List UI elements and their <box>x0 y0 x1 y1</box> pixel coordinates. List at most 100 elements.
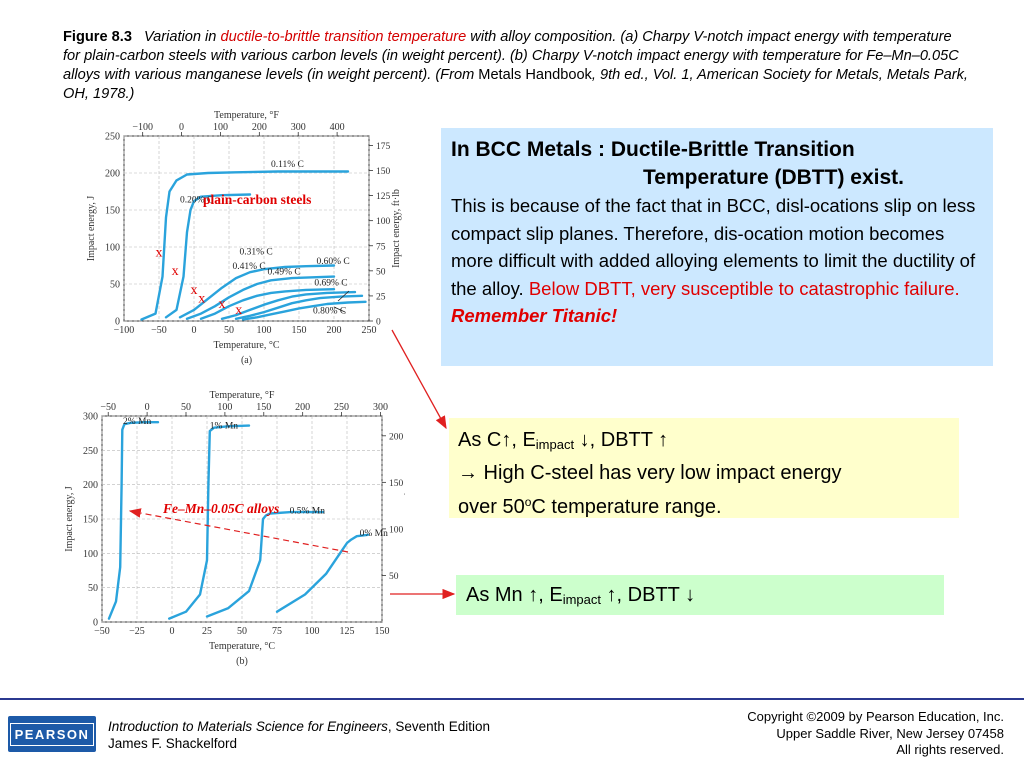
series-label: 0.49% C <box>268 267 301 277</box>
x-tick-label: 50 <box>237 626 247 637</box>
series-line <box>241 300 367 321</box>
x-marker: x <box>191 283 198 298</box>
copyright-line1: Copyright ©2009 by Pearson Education, In… <box>747 709 1004 724</box>
x-tick-label: 100 <box>257 325 272 336</box>
series-line <box>205 510 325 618</box>
top-tick-label: −50 <box>100 402 116 413</box>
x-tick-label: 200 <box>327 325 342 336</box>
series-label: 0.60% C <box>317 257 350 267</box>
y-tick-label: 300 <box>83 412 98 423</box>
manganese-effect-box: As Mn ↑, Eimpact ↑, DBTT ↓ <box>456 575 944 615</box>
y-axis-title: Impact energy, J <box>64 486 75 552</box>
x-tick-label: 0 <box>192 325 197 336</box>
mn-line-tail: ↑, DBTT ↓ <box>601 584 696 606</box>
x-marker: x <box>198 291 205 306</box>
carbon-line3-text: over 50 <box>458 496 525 518</box>
y-tick-label: 250 <box>105 132 120 143</box>
caption-source-rest: , 9th ed., Vol. 1, American Society for … <box>63 67 968 102</box>
series-line <box>107 421 160 620</box>
copyright: Copyright ©2009 by Pearson Education, In… <box>747 709 1004 759</box>
top-tick-label: 50 <box>181 402 191 413</box>
top-tick-label: 250 <box>334 402 349 413</box>
right-tick-label: 25 <box>376 292 386 302</box>
top-tick-label: 400 <box>330 122 345 133</box>
x-marker: x <box>235 303 242 318</box>
top-tick-label: 300 <box>373 402 388 413</box>
right-axis-title: Impact energy, ft·lb <box>391 189 402 268</box>
top-tick-label: 100 <box>217 402 232 413</box>
bcc-warning: Below DBTT, very susceptible to catastro… <box>528 277 960 299</box>
x-marker: x <box>156 245 163 260</box>
right-tick-label: 0 <box>376 318 381 328</box>
dbtt-trend-line <box>128 508 349 553</box>
right-tick-label: 50 <box>389 572 399 582</box>
caption-text-1: Variation in <box>143 29 221 45</box>
caption-highlight: ductile-to-brittle transition temperatur… <box>220 29 467 45</box>
x-axis-title: Temperature, °C <box>209 641 275 652</box>
x-tick-label: −100 <box>114 325 135 336</box>
bcc-explanation: This is because of the fact that in BCC,… <box>451 195 976 299</box>
series-line <box>234 294 364 320</box>
y-tick-label: 200 <box>105 169 120 180</box>
y-tick-label: 50 <box>110 280 120 291</box>
carbon-line1-text: As C↑, E <box>458 429 536 451</box>
series-label: 0.31% C <box>240 247 273 257</box>
bcc-body: This is because of the fact that in BCC,… <box>451 192 981 330</box>
top-tick-label: 0 <box>179 122 184 133</box>
series-label: 0.20% C <box>180 196 213 206</box>
carbon-effect-line1: As C↑, Eimpact ↓, DBTT ↑ <box>458 426 949 459</box>
top-axis-title: Temperature, °F <box>210 390 275 401</box>
x-axis-title: Temperature, °C <box>213 340 279 351</box>
x-marker: x <box>172 264 179 279</box>
pearson-logo: PEARSON <box>8 716 96 752</box>
carbon-effect-line3: over 50oC temperature range. <box>458 488 949 522</box>
label-pointer <box>337 290 350 302</box>
label-pointer <box>333 306 346 313</box>
series-line <box>199 288 336 320</box>
series-label: 0.11% C <box>271 160 304 170</box>
figure-label: Figure 8.3 <box>63 29 132 45</box>
mn-line-text: As Mn ↑, E <box>466 584 563 606</box>
x-tick-label: 50 <box>224 325 234 336</box>
y-tick-label: 100 <box>83 549 98 560</box>
right-tick-label: 175 <box>376 142 391 152</box>
panel-label: (b) <box>236 656 248 667</box>
series-line <box>164 193 252 319</box>
y-tick-label: 200 <box>83 480 98 491</box>
y-tick-label: 50 <box>88 583 98 594</box>
top-tick-label: 0 <box>145 402 150 413</box>
panel-label: (a) <box>241 355 252 366</box>
series-line <box>220 290 357 320</box>
series-label: 1% Mn <box>210 421 238 431</box>
right-tick-label: 150 <box>376 167 391 177</box>
series-label: 0.5% Mn <box>290 507 326 517</box>
series-label: 0.69% C <box>314 278 347 288</box>
right-tick-label: 75 <box>376 242 386 252</box>
copyright-line3: All rights reserved. <box>896 742 1004 757</box>
chart-b-svg: −50 −25 0 25 50 75 100 125 150 0 50 100 150 200 250 300… <box>64 390 415 667</box>
x-tick-label: 150 <box>292 325 307 336</box>
bcc-heading-line1: In BCC Metals : Ductile-Brittle Transiti… <box>451 138 855 161</box>
book-title: Introduction to Materials Science for En… <box>108 719 388 734</box>
book-reference: Introduction to Materials Science for En… <box>108 718 490 752</box>
y-tick-label: 100 <box>105 243 120 254</box>
series-label: 0.41% C <box>233 262 266 272</box>
bcc-heading-line2: Temperature (DBTT) exist. <box>643 166 904 189</box>
right-tick-label: 100 <box>389 525 404 535</box>
series-line <box>140 170 350 321</box>
x-tick-label: 75 <box>272 626 282 637</box>
x-marker: x <box>219 297 226 312</box>
impact-subscript: impact <box>535 437 575 452</box>
chart-a-svg: −100 −50 0 50 100 150 200 250050100150200250−10… <box>86 110 402 366</box>
series-label: 2% Mn <box>123 417 151 427</box>
y-axis-title: Impact energy, J <box>86 196 97 262</box>
caption-source: Metals Handbook <box>478 67 592 83</box>
series-label: 0% Mn <box>360 529 388 539</box>
book-author: James F. Shackelford <box>108 736 238 751</box>
x-tick-label: 250 <box>362 325 377 336</box>
top-axis-title: Temperature, °F <box>214 110 279 121</box>
top-tick-label: −100 <box>132 122 153 133</box>
x-tick-label: 150 <box>375 626 390 637</box>
book-edition: , Seventh Edition <box>387 719 490 734</box>
carbon-effect-box: As C↑, Eimpact ↓, DBTT ↑ → High C-steel … <box>449 418 959 518</box>
